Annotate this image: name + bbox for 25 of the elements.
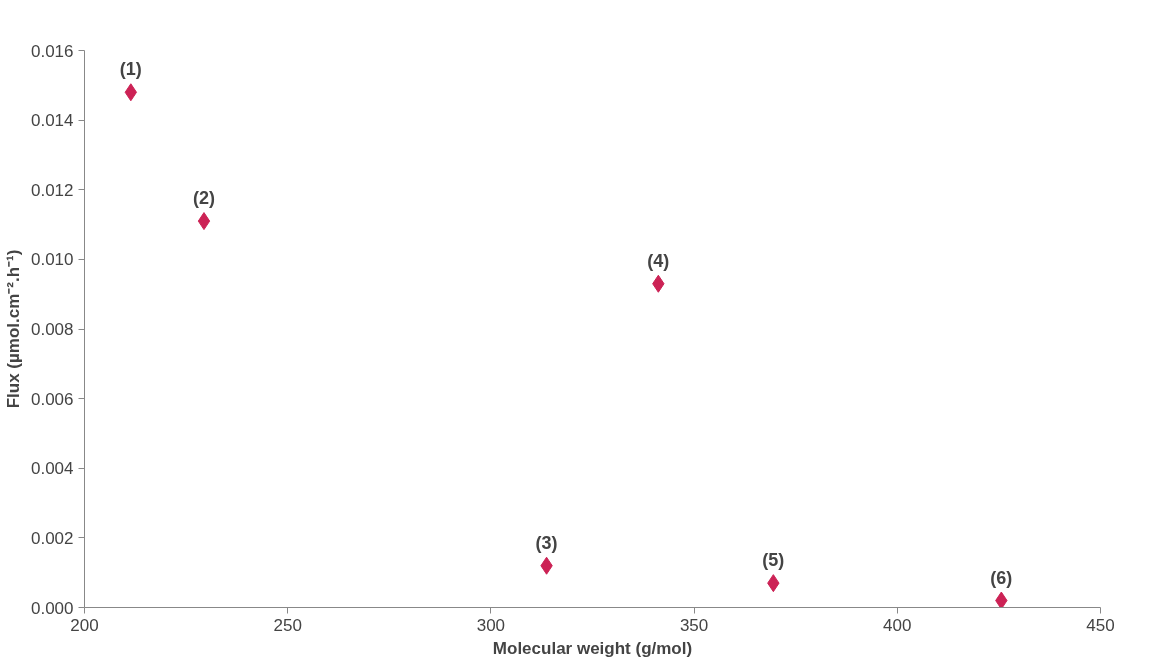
annotation: (3) — [535, 532, 558, 553]
x-tick-label: 250 — [273, 615, 302, 635]
y-tick-label: 0.012 — [30, 180, 74, 200]
x-tick-label: 450 — [1086, 615, 1115, 635]
y-tick-label: 0.000 — [30, 598, 74, 618]
annotation: (4) — [647, 250, 670, 271]
y-tick-label: 0.008 — [30, 320, 74, 339]
y-tick-label: 0.006 — [30, 389, 74, 409]
point — [995, 591, 1008, 608]
y-tick-label: 0.014 — [30, 111, 74, 131]
x-tick-label: 200 — [70, 615, 99, 635]
x-axis-title: Molecular weight (g/mol) — [492, 638, 693, 658]
annotation: (2) — [192, 188, 215, 209]
point — [197, 212, 211, 231]
y-tick-label: 0.004 — [30, 459, 74, 479]
annotation: (6) — [990, 567, 1013, 588]
y-tick-label: 0.010 — [30, 250, 74, 270]
annotation: (1) — [119, 59, 142, 80]
y-tick-label: 0.002 — [30, 528, 74, 548]
annotation: (5) — [762, 550, 785, 571]
x-tick-label: 300 — [476, 615, 506, 635]
y-tick-label: 0.016 — [30, 41, 74, 61]
y-axis-title: Flux (µmol.cm⁻².h⁻¹) — [3, 249, 23, 409]
x-tick-label: 400 — [883, 615, 912, 635]
x-tick-label: 350 — [679, 615, 709, 635]
